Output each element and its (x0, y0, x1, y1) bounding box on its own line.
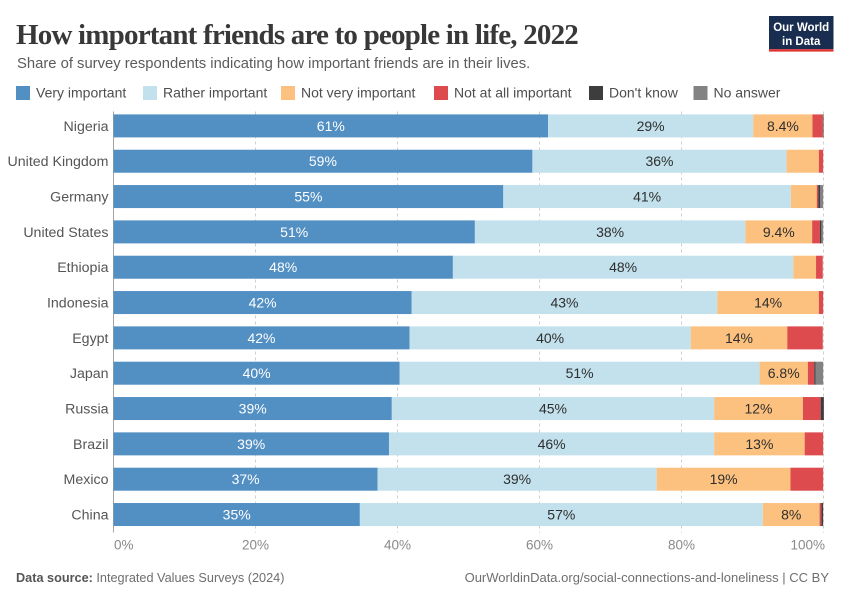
svg-text:100%: 100% (790, 538, 825, 553)
svg-text:How important friends are to p: How important friends are to people in l… (16, 19, 578, 51)
svg-text:36%: 36% (645, 153, 673, 169)
svg-text:8%: 8% (781, 507, 801, 523)
svg-text:in Data: in Data (782, 36, 821, 48)
svg-text:China: China (71, 508, 108, 524)
svg-text:Data source: Integrated Values: Data source: Integrated Values Surveys (… (16, 571, 284, 585)
svg-text:No answer: No answer (714, 85, 781, 101)
svg-text:14%: 14% (725, 330, 753, 346)
svg-text:42%: 42% (247, 330, 275, 346)
svg-text:Japan: Japan (70, 366, 109, 382)
svg-text:United States: United States (23, 225, 108, 241)
svg-text:46%: 46% (538, 436, 566, 452)
svg-text:80%: 80% (668, 538, 695, 553)
svg-text:Not at all important: Not at all important (454, 85, 572, 101)
svg-text:Indonesia: Indonesia (47, 296, 109, 312)
svg-text:55%: 55% (294, 189, 322, 205)
svg-text:Mexico: Mexico (64, 472, 109, 488)
svg-text:39%: 39% (239, 401, 267, 417)
svg-text:Ethiopia: Ethiopia (57, 260, 108, 276)
svg-text:37%: 37% (232, 471, 260, 487)
svg-text:6.8%: 6.8% (768, 365, 800, 381)
svg-text:40%: 40% (536, 330, 564, 346)
svg-text:Very important: Very important (36, 85, 126, 101)
svg-text:0%: 0% (114, 538, 134, 553)
svg-text:40%: 40% (243, 365, 271, 381)
svg-text:Brazil: Brazil (73, 437, 108, 453)
svg-text:Share of survey respondents in: Share of survey respondents indicating h… (17, 56, 530, 72)
svg-text:39%: 39% (503, 471, 531, 487)
svg-text:59%: 59% (309, 153, 337, 169)
svg-text:29%: 29% (637, 118, 665, 134)
svg-text:60%: 60% (526, 538, 553, 553)
svg-text:Not very important: Not very important (301, 85, 415, 101)
svg-text:51%: 51% (566, 365, 594, 381)
svg-text:35%: 35% (223, 507, 251, 523)
svg-text:51%: 51% (280, 224, 308, 240)
svg-text:9.4%: 9.4% (763, 224, 795, 240)
svg-text:Russia: Russia (65, 402, 108, 418)
svg-text:Don't know: Don't know (609, 85, 679, 101)
svg-text:45%: 45% (539, 401, 567, 417)
svg-text:United Kingdom: United Kingdom (8, 154, 109, 170)
svg-text:Egypt: Egypt (72, 331, 108, 347)
svg-text:38%: 38% (596, 224, 624, 240)
svg-text:61%: 61% (317, 118, 345, 134)
svg-text:OurWorldinData.org/social-conn: OurWorldinData.org/social-connections-an… (465, 570, 830, 585)
svg-text:Rather important: Rather important (163, 85, 267, 101)
svg-text:40%: 40% (384, 538, 411, 553)
svg-text:Germany: Germany (50, 190, 109, 206)
svg-text:39%: 39% (237, 436, 265, 452)
svg-text:42%: 42% (249, 295, 277, 311)
svg-text:19%: 19% (710, 471, 738, 487)
svg-text:12%: 12% (744, 401, 772, 417)
svg-text:41%: 41% (633, 189, 661, 205)
svg-text:43%: 43% (550, 295, 578, 311)
svg-text:57%: 57% (547, 507, 575, 523)
svg-text:48%: 48% (269, 259, 297, 275)
svg-text:48%: 48% (609, 259, 637, 275)
svg-text:Nigeria: Nigeria (64, 119, 109, 135)
svg-text:14%: 14% (754, 295, 782, 311)
svg-text:8.4%: 8.4% (767, 118, 799, 134)
svg-text:Our World: Our World (773, 22, 829, 34)
svg-text:13%: 13% (745, 436, 773, 452)
svg-text:20%: 20% (242, 538, 269, 553)
